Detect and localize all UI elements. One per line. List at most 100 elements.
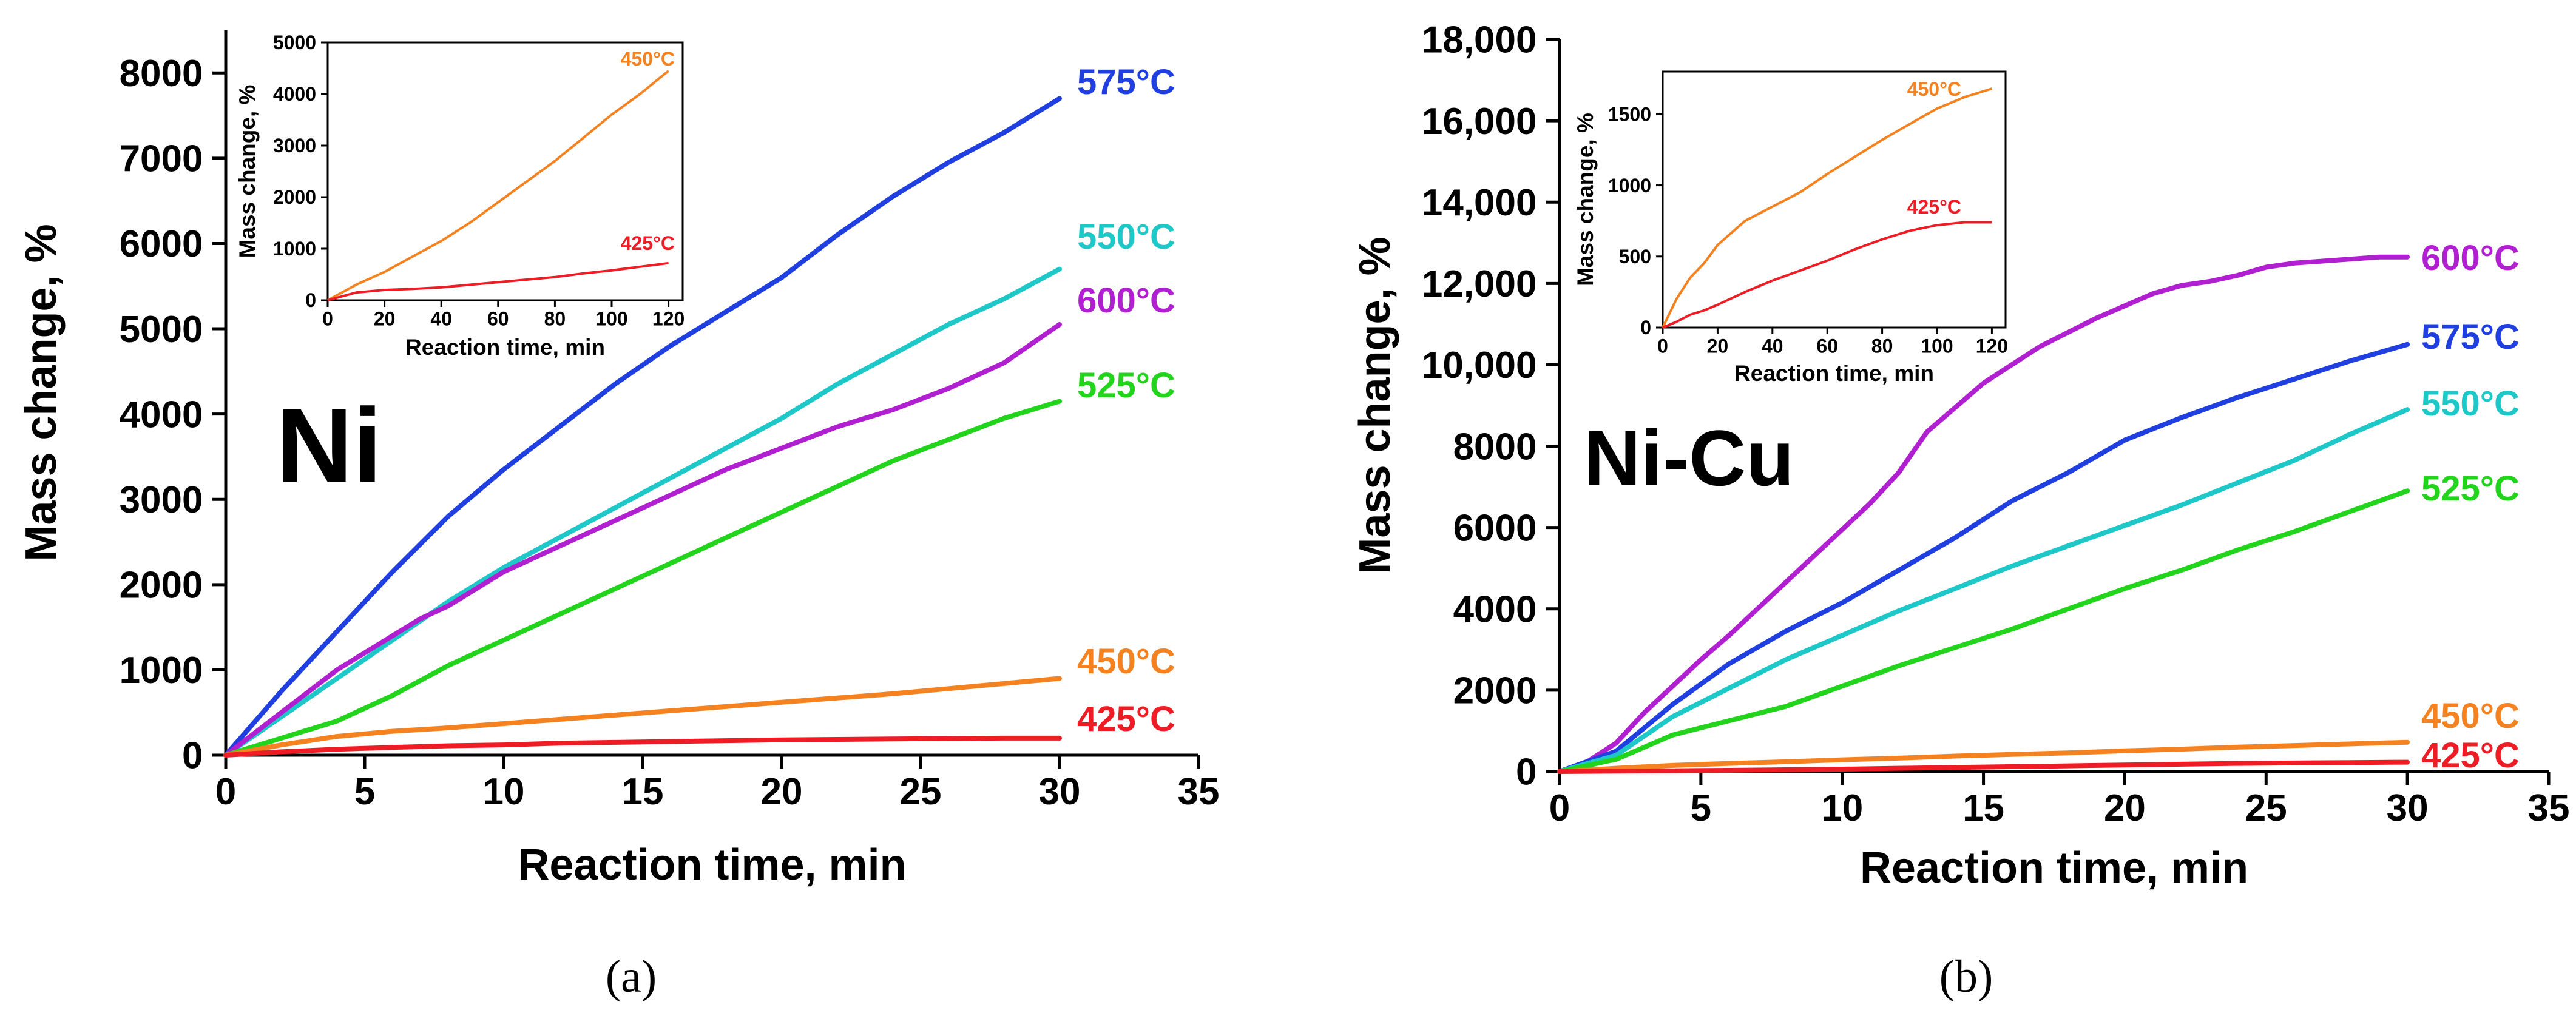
inset-a-x-tick-label: 20 [374,308,396,329]
inset-series-label: 425°C [1907,196,1961,218]
panel-b-x-tick-label: 35 [2528,787,2570,829]
series-line-450c [1557,739,2410,774]
panel-a-y-tick-label: 7000 [120,138,203,180]
series-line-550c [1557,407,2410,774]
series-line-425c [1557,759,2410,774]
inset-b-x-tick-label: 80 [1871,335,1893,357]
series-line-450c [223,676,1062,758]
inset-a-y-tick-label: 0 [305,289,316,311]
inset-series-label: 450°C [621,48,675,70]
y-axis-title: Mass change, % [1351,237,1399,574]
inset-b-x-tick-label: 0 [1657,335,1668,357]
panel-b-x-tick-label: 25 [2245,787,2287,829]
material-label: Ni-Cu [1584,414,1794,502]
inset-x-axis-title: Reaction time, min [405,335,605,360]
series-line-600c [1557,254,2410,774]
series-label: 575°C [2421,317,2520,357]
inset-series-line-425c [327,261,669,301]
series-label: 600°C [1077,281,1175,320]
inset-b-x-tick-label: 60 [1816,335,1838,357]
inset-y-axis-title: Mass change, % [235,85,260,258]
inset-a-x-tick-label: 40 [430,308,452,329]
series-label: 525°C [1077,366,1175,405]
inset-a-y-tick-label: 5000 [273,32,316,53]
inset-a-frame [326,41,684,301]
panel-b-x-tick-label: 30 [2387,787,2429,829]
inset-b-x-tick-label: 40 [1762,335,1783,357]
panel-b-y-tick-label: 0 [1516,752,1536,793]
series-line-575c [1557,341,2410,774]
inset-a-y-tick-label: 4000 [273,83,316,105]
y-axis-title: Mass change, % [17,224,66,561]
panel-b-x-tick-label: 10 [1821,787,1863,829]
inset-a-x-tick-label: 120 [652,308,685,329]
panel-b-y-tick-label: 18,000 [1422,19,1537,61]
inset-b-x-tick-label: 20 [1707,335,1729,357]
inset-a-x-tick-label: 80 [544,308,566,329]
panel-b-y-tick-label: 2000 [1453,670,1537,712]
panel-a-y-tick-label: 5000 [120,309,203,351]
panel-b-x-tick-label: 0 [1549,787,1570,829]
panel-a-x-tick-label: 30 [1039,771,1081,813]
material-label: Ni [276,387,382,505]
panel-b-y-tick-label: 16,000 [1422,101,1537,143]
series-line-525c [223,399,1062,758]
series-label: 525°C [2421,469,2520,508]
inset-series-line-450c [1662,87,1992,328]
inset-b-y-tick-label: 500 [1619,246,1651,267]
panel-b-y-tick-label: 12,000 [1422,263,1537,305]
series-line-600c [223,322,1062,758]
series-label: 600°C [2421,238,2520,278]
series-label: 575°C [1077,62,1175,102]
panel-a-x-tick-label: 10 [483,771,525,813]
series-label: 425°C [2421,736,2520,775]
inset-b-y-tick-label: 1500 [1608,104,1651,126]
panel-a-x-tick-label: 25 [900,771,942,813]
panel-a-y-tick-label: 0 [182,735,203,777]
inset-b-x-tick-label: 120 [1976,335,2008,357]
inset-b-y-tick-label: 1000 [1608,175,1651,197]
series-line-575c [223,96,1062,758]
series-label: 450°C [2421,696,2520,736]
panel-b-y-tick-label: 4000 [1453,588,1537,630]
inset-a-y-tick-label: 2000 [273,186,316,208]
x-axis-title: Reaction time, min [518,841,906,889]
inset-a-x-tick-label: 60 [487,308,509,329]
panel-b-y-tick-label: 10,000 [1422,345,1537,386]
inset-series-line-450c [327,70,669,301]
panel-b-x-tick-label: 20 [2104,787,2146,829]
panel-a-x-tick-label: 15 [622,771,664,813]
panel-a-y-tick-label: 6000 [120,223,203,265]
panel-a-x-tick-label: 5 [354,771,375,813]
panel-b-x-tick-label: 15 [1962,787,2004,829]
panel-a-y-tick-label: 2000 [120,565,203,607]
inset-x-axis-title: Reaction time, min [1734,361,1934,386]
series-label: 450°C [1077,642,1175,681]
panel-b-y-tick-label: 14,000 [1422,182,1537,224]
inset-a-y-tick-label: 1000 [273,238,316,260]
panel-a-x-tick-label: 35 [1178,771,1220,813]
panel-a-y-tick-label: 4000 [120,394,203,436]
inset-series-label: 450°C [1907,78,1961,100]
series-label: 550°C [1077,217,1175,257]
inset-y-axis-title: Mass change, % [1573,113,1598,286]
inset-series-line-425c [1662,221,1992,329]
inset-b-y-tick-label: 0 [1640,317,1651,338]
panel-a-y-tick-label: 8000 [120,53,203,95]
inset-a-y-tick-label: 3000 [273,135,316,156]
series-label: 425°C [1077,699,1175,739]
panel-label: (b) [1939,951,1993,1002]
series-line-550c [223,266,1062,758]
panel-a-y-tick-label: 1000 [120,650,203,691]
inset-a-x-tick-label: 100 [595,308,627,329]
series-line-425c [223,735,1062,758]
panel-label: (a) [606,951,657,1002]
series-label: 550°C [2421,384,2520,423]
panel-a-x-tick-label: 20 [761,771,803,813]
panel-b-x-tick-label: 5 [1691,787,1711,829]
x-axis-title: Reaction time, min [1860,844,2248,892]
panel-a-x-tick-label: 0 [215,771,236,813]
inset-series-label: 425°C [621,232,675,254]
inset-b-x-tick-label: 100 [1921,335,1953,357]
